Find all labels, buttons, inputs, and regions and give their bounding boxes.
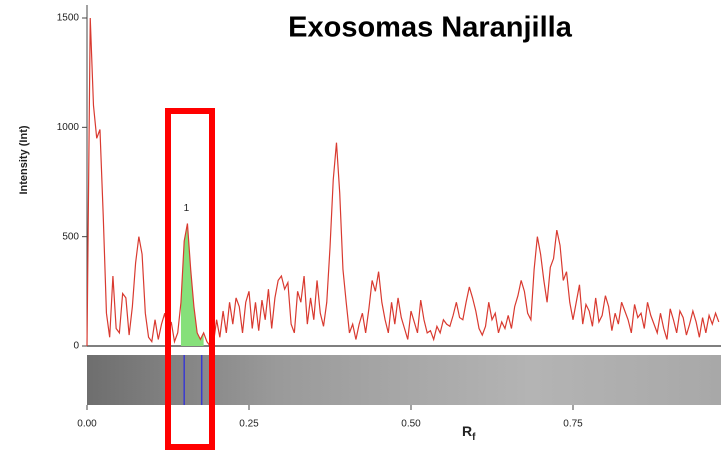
x-label-sub: f — [472, 432, 476, 443]
y-tick-label: 1000 — [57, 122, 80, 133]
x-tick-label: 0.25 — [239, 419, 259, 430]
chart: Exosomas Naranjilla Intensity (Int) Rf 0… — [0, 0, 721, 450]
y-axis-label: Intensity (Int) — [18, 125, 30, 194]
x-axis-label: Rf — [462, 423, 476, 443]
intensity-line — [87, 18, 719, 346]
x-tick-label: 0.50 — [401, 419, 421, 430]
chart-title: Exosomas Naranjilla — [288, 12, 573, 44]
y-tick-label: 0 — [73, 341, 79, 352]
x-tick-label: 0.75 — [563, 419, 583, 430]
y-tick-label: 500 — [62, 231, 79, 242]
gel-strip — [87, 355, 721, 405]
y-tick-label: 1500 — [57, 13, 80, 24]
peak-label: 1 — [184, 203, 190, 214]
x-tick-label: 0.00 — [77, 419, 97, 430]
x-label-main: R — [462, 423, 472, 439]
